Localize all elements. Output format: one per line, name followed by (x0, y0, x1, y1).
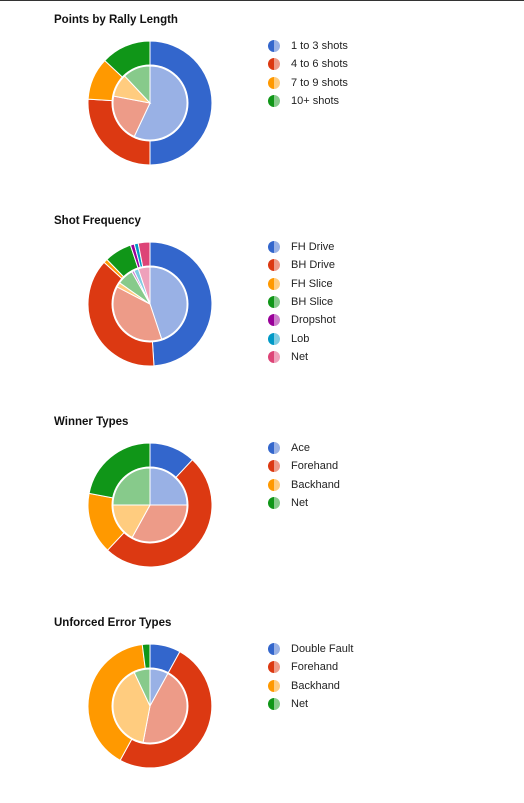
inner-slice-net[interactable] (133, 668, 151, 707)
winner-types-panel: Winner Types Ace Forehand Backhand Net (0, 402, 524, 602)
inner-slice-ace[interactable] (149, 467, 188, 506)
legend-item-lob[interactable]: Lob (268, 329, 336, 347)
unforced-error-panel: Unforced Error Types Double Fault Forehan… (0, 603, 524, 803)
top-border (0, 0, 524, 1)
legend-item-1-to-3-shots[interactable]: 1 to 3 shots (268, 37, 348, 55)
legend-swatch-icon (268, 679, 280, 692)
inner-slice-forehand[interactable] (142, 672, 188, 744)
legend-swatch-icon (268, 497, 280, 510)
legend-label: 10+ shots (291, 95, 340, 108)
shot-frequency-donut (87, 241, 213, 367)
inner-slice-1-to-3-shots[interactable] (133, 65, 188, 141)
legend-item-bh-slice[interactable]: BH Slice (268, 293, 336, 311)
legend-label: Net (291, 698, 309, 711)
inner-slice-forehand[interactable] (131, 504, 188, 543)
legend-label: 7 to 9 shots (291, 76, 348, 89)
shot-frequency-legend: FH Drive BH Drive FH Slice BH Slice Dropshot… (268, 238, 336, 366)
legend-label: Net (291, 497, 309, 510)
inner-slice-bh-drive[interactable] (112, 286, 163, 342)
legend-item-4-to-6-shots[interactable]: 4 to 6 shots (268, 55, 348, 73)
legend-label: FH Slice (291, 277, 333, 290)
legend-swatch-icon (268, 460, 280, 473)
shot-frequency-panel: Shot Frequency FH Drive BH Drive FH Slice B… (0, 201, 524, 401)
legend-label: BH Slice (291, 296, 334, 309)
legend-item-forehand[interactable]: Forehand (268, 457, 340, 475)
legend-label: Double Fault (291, 643, 354, 656)
legend-swatch-icon (268, 296, 280, 309)
legend-swatch-icon (268, 332, 280, 345)
legend-item-backhand[interactable]: Backhand (268, 476, 340, 494)
legend-label: Backhand (291, 679, 340, 692)
legend-swatch-icon (268, 40, 280, 53)
chart-title: Unforced Error Types (54, 617, 172, 629)
winner-types-donut (87, 442, 213, 568)
legend-swatch-icon (268, 643, 280, 656)
legend-swatch-icon (268, 698, 280, 711)
legend-item-dropshot[interactable]: Dropshot (268, 311, 336, 329)
legend-swatch-icon (268, 58, 280, 71)
rally-length-legend: 1 to 3 shots 4 to 6 shots 7 to 9 shots 10+ … (268, 37, 348, 110)
legend-label: Dropshot (291, 314, 336, 327)
legend-swatch-icon (268, 314, 280, 327)
legend-swatch-icon (268, 442, 280, 455)
legend-swatch-icon (268, 76, 280, 89)
legend-item-ace[interactable]: Ace (268, 439, 340, 457)
legend-swatch-icon (268, 350, 280, 363)
legend-swatch-icon (268, 95, 280, 108)
legend-item-bh-drive[interactable]: BH Drive (268, 256, 336, 274)
inner-slice-net[interactable] (137, 266, 151, 305)
legend-item-net[interactable]: Net (268, 494, 340, 512)
legend-item-double-fault[interactable]: Double Fault (268, 640, 353, 658)
legend-label: Lob (291, 332, 310, 345)
inner-slice-10-shots[interactable] (123, 65, 151, 105)
inner-slice-backhand[interactable] (112, 671, 151, 743)
legend-label: 4 to 6 shots (291, 58, 348, 71)
chart-title: Shot Frequency (54, 215, 141, 227)
chart-title: Points by Rally Length (54, 14, 178, 26)
inner-slice-4-to-6-shots[interactable] (112, 95, 151, 138)
legend-item-backhand[interactable]: Backhand (268, 677, 353, 695)
rally-length-donut (87, 40, 213, 166)
legend-item-net[interactable]: Net (268, 348, 336, 366)
rally-length-panel: Points by Rally Length 1 to 3 shots 4 to … (0, 0, 524, 200)
legend-swatch-icon (268, 277, 280, 290)
legend-label: 1 to 3 shots (291, 40, 348, 53)
legend-item-7-to-9-shots[interactable]: 7 to 9 shots (268, 74, 348, 92)
legend-swatch-icon (268, 259, 280, 272)
legend-label: FH Drive (291, 241, 335, 254)
inner-slice-net[interactable] (112, 467, 151, 506)
legend-item-net[interactable]: Net (268, 695, 353, 713)
legend-label: Backhand (291, 478, 340, 491)
legend-label: BH Drive (291, 259, 336, 272)
inner-slice-fh-drive[interactable] (149, 266, 188, 340)
legend-item-forehand[interactable]: Forehand (268, 658, 353, 676)
legend-swatch-icon (268, 661, 280, 674)
winner-types-legend: Ace Forehand Backhand Net (268, 439, 340, 512)
legend-label: Forehand (291, 661, 339, 674)
legend-item-fh-drive[interactable]: FH Drive (268, 238, 336, 256)
legend-label: Net (291, 350, 309, 363)
unforced-error-legend: Double Fault Forehand Backhand Net (268, 640, 353, 713)
legend-item-fh-slice[interactable]: FH Slice (268, 275, 336, 293)
legend-item-10-shots[interactable]: 10+ shots (268, 92, 348, 110)
legend-label: Forehand (291, 460, 339, 473)
legend-swatch-icon (268, 478, 280, 491)
legend-label: Ace (291, 442, 310, 455)
chart-title: Winner Types (54, 416, 129, 428)
unforced-error-donut (87, 643, 213, 769)
legend-swatch-icon (268, 241, 280, 254)
